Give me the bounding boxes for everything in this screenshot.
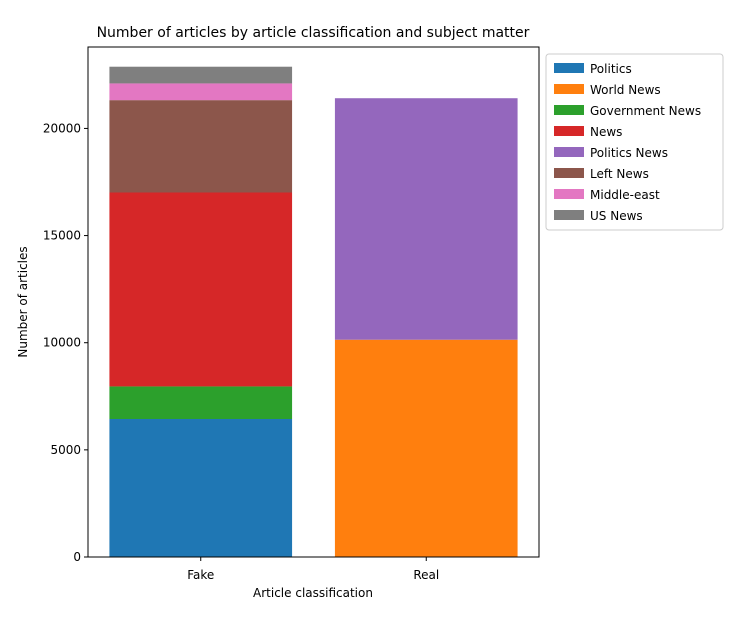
legend-label: Middle-east [590,188,660,202]
legend-frame [545,53,724,231]
legend-label: US News [590,209,643,223]
legend-label: Left News [590,167,649,181]
legend-swatch [554,147,584,157]
bar-us-news-fake [109,66,293,84]
legend-label: Government News [590,104,701,118]
y-tick-label: 0 [73,550,81,564]
x-tick-label: Real [413,568,439,582]
x-axis-title: Article classification [253,586,373,600]
bar-government-news-fake [109,386,293,419]
legend-label: Politics [590,62,632,76]
bar-left-news-fake [109,100,293,193]
bar-politics-fake [109,419,293,557]
x-axis: Fake Real [187,557,439,582]
chart-title: Number of articles by article classifica… [97,25,530,41]
legend-swatch [554,168,584,178]
bar-politics-news-real [334,98,518,340]
y-tick-label: 20000 [43,121,81,135]
bar-middle-east-fake [109,83,293,101]
bar-news-fake [109,192,293,387]
legend-swatch [554,210,584,220]
legend-label: Politics News [590,146,668,160]
legend-swatch [554,189,584,199]
x-tick-label: Fake [187,568,214,582]
legend: Politics World News Government News News Pol… [545,53,724,231]
y-tick-label: 15000 [43,229,81,243]
plot-frame [87,46,540,558]
bar-world-news-real [334,339,518,557]
legend-swatch [554,84,584,94]
bar-layer [109,66,518,557]
legend-swatch [554,126,584,136]
legend-swatch [554,63,584,73]
y-tick-label: 10000 [43,336,81,350]
legend-label: World News [590,83,661,97]
legend-swatch [554,105,584,115]
y-axis-title: Number of articles [16,246,30,357]
y-axis: 0 5000 10000 15000 20000 [43,121,88,564]
y-tick-label: 5000 [50,443,81,457]
legend-label: News [590,125,622,139]
